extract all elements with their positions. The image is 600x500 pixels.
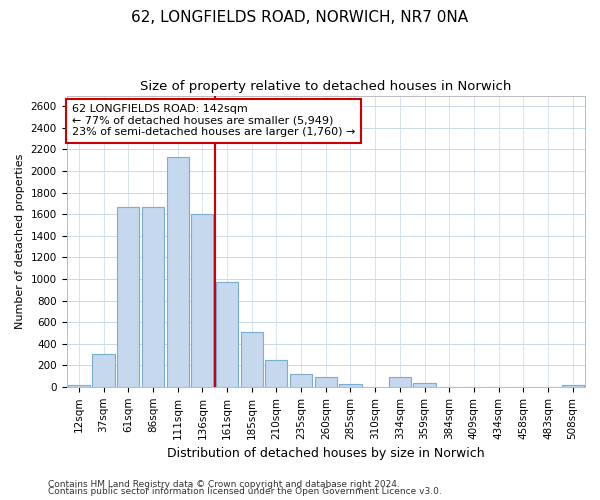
Bar (389, 376, 411, 387)
Bar (314, 376, 337, 387)
Bar (167, 157, 189, 387)
Text: Contains public sector information licensed under the Open Government Licence v3: Contains public sector information licen… (48, 487, 442, 496)
X-axis label: Distribution of detached houses by size in Norwich: Distribution of detached houses by size … (167, 447, 485, 460)
Title: Size of property relative to detached houses in Norwich: Size of property relative to detached ho… (140, 80, 511, 93)
Bar (413, 382, 436, 387)
Y-axis label: Number of detached properties: Number of detached properties (15, 154, 25, 329)
Bar (216, 282, 238, 387)
Bar (241, 332, 263, 387)
Bar (142, 206, 164, 387)
Bar (340, 384, 362, 387)
Bar (68, 384, 90, 387)
Bar (562, 384, 584, 387)
Bar (191, 214, 214, 387)
Text: Contains HM Land Registry data © Crown copyright and database right 2024.: Contains HM Land Registry data © Crown c… (48, 480, 400, 489)
Text: 62 LONGFIELDS ROAD: 142sqm
← 77% of detached houses are smaller (5,949)
23% of s: 62 LONGFIELDS ROAD: 142sqm ← 77% of deta… (72, 104, 355, 138)
Bar (265, 360, 287, 387)
Bar (117, 206, 139, 387)
Bar (92, 354, 115, 387)
Text: 62, LONGFIELDS ROAD, NORWICH, NR7 0NA: 62, LONGFIELDS ROAD, NORWICH, NR7 0NA (131, 10, 469, 25)
Bar (290, 374, 312, 387)
